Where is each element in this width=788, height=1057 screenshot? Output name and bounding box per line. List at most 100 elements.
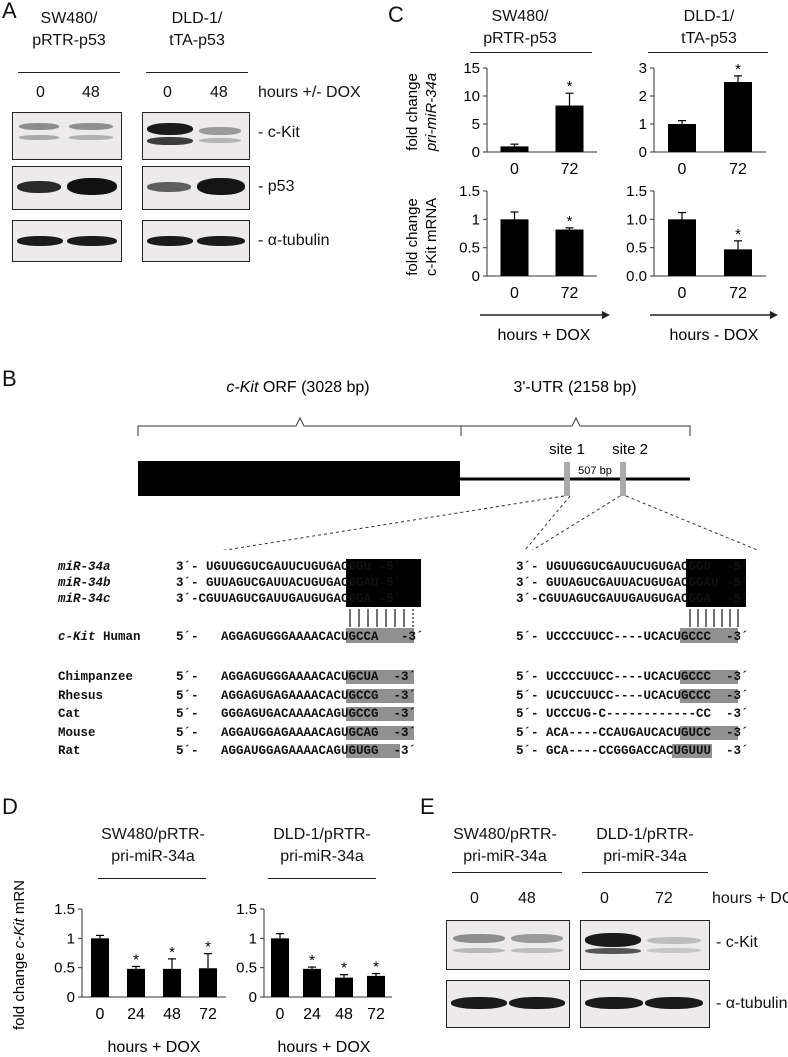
hours-label: hours + DOX (712, 890, 788, 907)
chart-d-right: 0 0.5 1 1.5 0 * 24 * 48 * 72 (236, 901, 392, 1023)
site1-marker (564, 462, 570, 496)
title-underline (18, 72, 120, 73)
y-tick-label: 1.5 (626, 183, 647, 200)
x-tick-label: 72 (729, 285, 747, 302)
bar (500, 219, 529, 276)
y-tick-label: 1.5 (459, 183, 480, 200)
y-tick-label: 0.5 (236, 960, 257, 977)
ckit-gene-diagram: c-Kit ORF (3028 bp) 3'-UTR (2158 bp) sit… (137, 379, 759, 550)
ckit-human-sequence: 5´- AGGAGUGGGAAAACACUGCCA -3´ (176, 630, 424, 644)
blot-title-1a: SW480/pRTR- (453, 826, 557, 843)
species-name: Rat (58, 744, 81, 758)
y-tick-label: 0.5 (54, 960, 75, 977)
orf-bracket (137, 416, 462, 436)
lane-label: 48 (210, 84, 228, 101)
mirna-sequence: 3´-CGUUAGUCGAUUGAUGUGACGGA -5´ (516, 592, 749, 606)
western-blot-ckit-dld1 (580, 920, 710, 970)
blot-row-label: - α-tubulin (258, 232, 330, 249)
chart-header-2b: tTA-p53 (681, 30, 737, 47)
chart-title-2a: DLD-1/pRTR- (273, 826, 371, 843)
panel-label-c: C (388, 2, 404, 27)
mirna-name: miR-34b (58, 576, 111, 590)
bar (724, 82, 752, 152)
y-axis-label: pri-miR-34a (423, 73, 440, 152)
site-gap-label: 507 bp (578, 465, 612, 477)
site-highlight (680, 689, 738, 703)
x-axis-footer: hours + DOX (498, 327, 591, 344)
bar (367, 975, 385, 997)
x-tick-label: 72 (729, 161, 747, 178)
header-underline (470, 52, 592, 53)
y-tick-label: 1 (472, 211, 480, 228)
x-tick-label: 0 (678, 161, 687, 178)
significance-star: * (205, 939, 211, 956)
western-blot-ckit-dld1 (142, 112, 250, 160)
chart-d-left: 0 0.5 1 1.5 0 * 24 * 48 * 72 (54, 901, 226, 1023)
arrowhead (770, 311, 778, 319)
significance-star: * (309, 952, 315, 969)
x-tick-label: 24 (303, 1006, 321, 1023)
species-sequence: 5´- AGGAUGGAGAAAACAGUGUGG -3´ (176, 744, 417, 758)
site-highlight (346, 689, 414, 703)
cell-line-title-1b: pRTR-p53 (32, 32, 106, 49)
blot-title-2b: pri-miR-34a (603, 848, 687, 865)
chart-c-bottom-left: 0 0.5 1 1.5 0 * 72 (459, 183, 597, 302)
y-axis-label: fold change (404, 198, 421, 276)
y-tick-label: 15 (463, 60, 480, 77)
bar (91, 938, 109, 997)
title-underline (98, 878, 206, 879)
site-highlight (680, 726, 738, 740)
y-tick-label: 1.5 (54, 901, 75, 918)
mirna-name: miR-34c (58, 592, 111, 606)
species-name: Cat (58, 707, 81, 721)
panel-label-e: E (420, 794, 435, 819)
y-tick-label: 0 (472, 144, 480, 161)
bar (555, 105, 584, 152)
lane-label: 48 (82, 84, 100, 101)
x-tick-label: 72 (561, 161, 579, 178)
lane-label: 0 (36, 84, 45, 101)
x-axis-footer: hours + DOX (108, 1039, 201, 1056)
significance-star: * (373, 959, 379, 976)
western-blot-tubulin-dld1 (580, 980, 710, 1028)
bar (724, 249, 752, 276)
bar (127, 968, 145, 997)
title-underline (268, 878, 376, 879)
seed-highlight-right (686, 559, 746, 607)
western-blot-tubulin-sw480 (446, 980, 570, 1028)
bar (271, 938, 289, 997)
y-tick-label: 0 (472, 268, 480, 285)
orf-label: c-Kit ORF (3028 bp) (226, 379, 369, 396)
x-tick-label: 48 (335, 1006, 353, 1023)
lane-label: 0 (163, 84, 172, 101)
site-highlight (672, 744, 712, 758)
mirna-sequence: 3´- GUUAGUCGAUUACUGUGACGGAU-5´ (176, 576, 402, 590)
chart-c-top-left: 0 5 10 15 0 * 72 (463, 60, 597, 178)
site-highlight (346, 628, 414, 643)
significance-star: * (567, 78, 573, 95)
orf-box (138, 461, 460, 496)
ckit-human-sequence: 5´- UCCCCUUCC----UCACUGCCC -3´ (516, 630, 749, 644)
y-tick-label: 0 (249, 989, 257, 1006)
x-tick-label: 24 (127, 1006, 145, 1023)
significance-star: * (567, 213, 573, 230)
arrowhead (602, 311, 610, 319)
y-tick-label: 1 (249, 930, 257, 947)
cell-line-title-2b: tTA-p53 (169, 32, 225, 49)
bar (335, 977, 353, 997)
x-tick-label: 48 (163, 1006, 181, 1023)
lane-label: 72 (655, 890, 673, 907)
x-tick-label: 0 (678, 285, 687, 302)
chart-header-2a: DLD-1/ (683, 8, 735, 25)
x-tick-label: 0 (96, 1006, 105, 1023)
chart-title-1b: pri-miR-34a (111, 848, 195, 865)
zoom-line (625, 495, 759, 550)
panel-c-charts: 0 5 10 15 0 * 72 0 1 2 3 0 * 72 0 0.5 1 1.5 0 * 72 0.0 0.5 1… (404, 60, 778, 344)
bar (500, 146, 529, 152)
blot-title-2a: DLD-1/pRTR- (596, 826, 694, 843)
bar (199, 968, 217, 997)
species-name: Chimpanzee (58, 670, 134, 684)
mirna-sequence: 3´-CGUUAGUCGAUUGAUGUGACGGA -5´ (176, 592, 402, 606)
chart-header-1a: SW480/ (491, 8, 549, 25)
base-pairing-lines (689, 609, 739, 627)
